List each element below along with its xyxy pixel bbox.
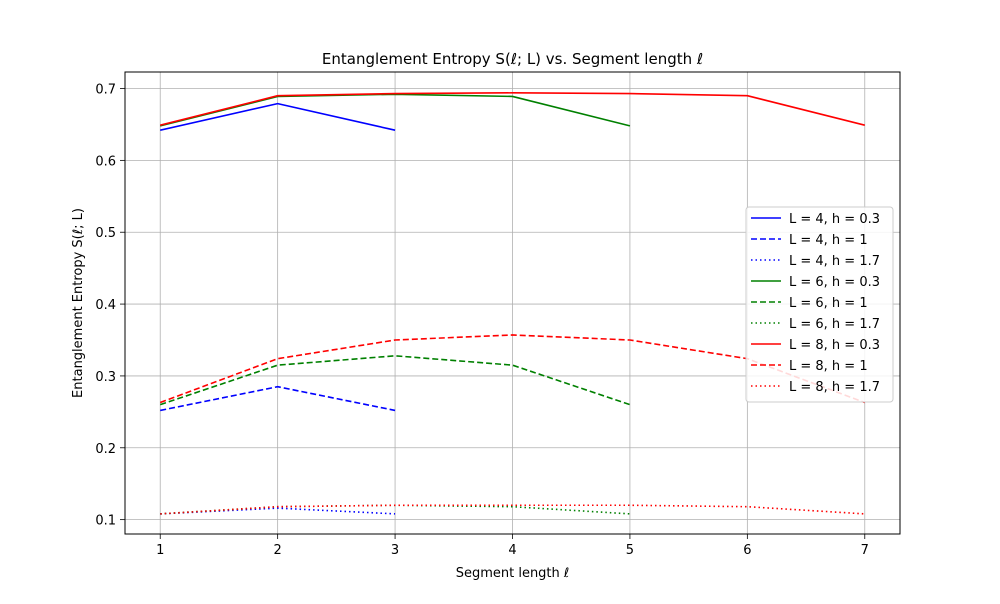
x-axis-label: Segment length ℓ — [456, 566, 570, 581]
y-tick-label: 0.3 — [95, 370, 116, 385]
legend-entry-label: L = 4, h = 0.3 — [789, 212, 880, 227]
x-tick-label: 7 — [861, 543, 869, 558]
legend-entry-label: L = 6, h = 1.7 — [789, 317, 880, 332]
series-line-3 — [160, 507, 396, 515]
y-axis-label: Entanglement Entropy S(ℓ; L) — [71, 208, 86, 398]
legend-entry-label: L = 6, h = 1 — [789, 296, 868, 311]
axis-ticks: 1 2 3 4 5 6 7 0.1 0.2 0.3 0.4 0.5 0.6 0.7 — [95, 83, 869, 558]
y-tick-label: 0.4 — [95, 298, 116, 313]
legend-entry-label: L = 8, h = 0.3 — [789, 338, 880, 353]
y-tick-label: 0.6 — [95, 154, 116, 169]
y-tick-label: 0.1 — [95, 514, 116, 529]
series-line-2 — [160, 385, 396, 412]
x-tick-label: 5 — [626, 543, 634, 558]
x-tick-label: 4 — [508, 543, 516, 558]
legend-entry-label: L = 4, h = 1.7 — [789, 254, 880, 269]
legend-entry-label: L = 8, h = 1 — [789, 359, 868, 374]
x-tick-label: 6 — [743, 543, 751, 558]
series-line-5 — [159, 355, 631, 406]
x-tick-label: 3 — [391, 543, 399, 558]
series-line-1 — [160, 102, 396, 131]
legend-entry-label: L = 8, h = 1.7 — [789, 380, 880, 395]
series-line-7 — [160, 92, 865, 126]
y-tick-label: 0.5 — [95, 226, 116, 241]
legend: L = 4, h = 0.3 L = 4, h = 1 L = 4, h = 1.7… — [745, 206, 894, 403]
y-tick-label: 0.7 — [95, 83, 116, 98]
legend-box — [745, 206, 894, 403]
x-tick-label: 2 — [274, 543, 282, 558]
legend-entry-label: L = 6, h = 0.3 — [789, 275, 880, 290]
series-line-9 — [160, 504, 865, 515]
legend-entry-label: L = 4, h = 1 — [789, 233, 868, 248]
chart-title: Entanglement Entropy S(ℓ; L) vs. Segment… — [322, 50, 703, 68]
y-tick-label: 0.2 — [95, 442, 116, 457]
x-tick-label: 1 — [156, 543, 164, 558]
